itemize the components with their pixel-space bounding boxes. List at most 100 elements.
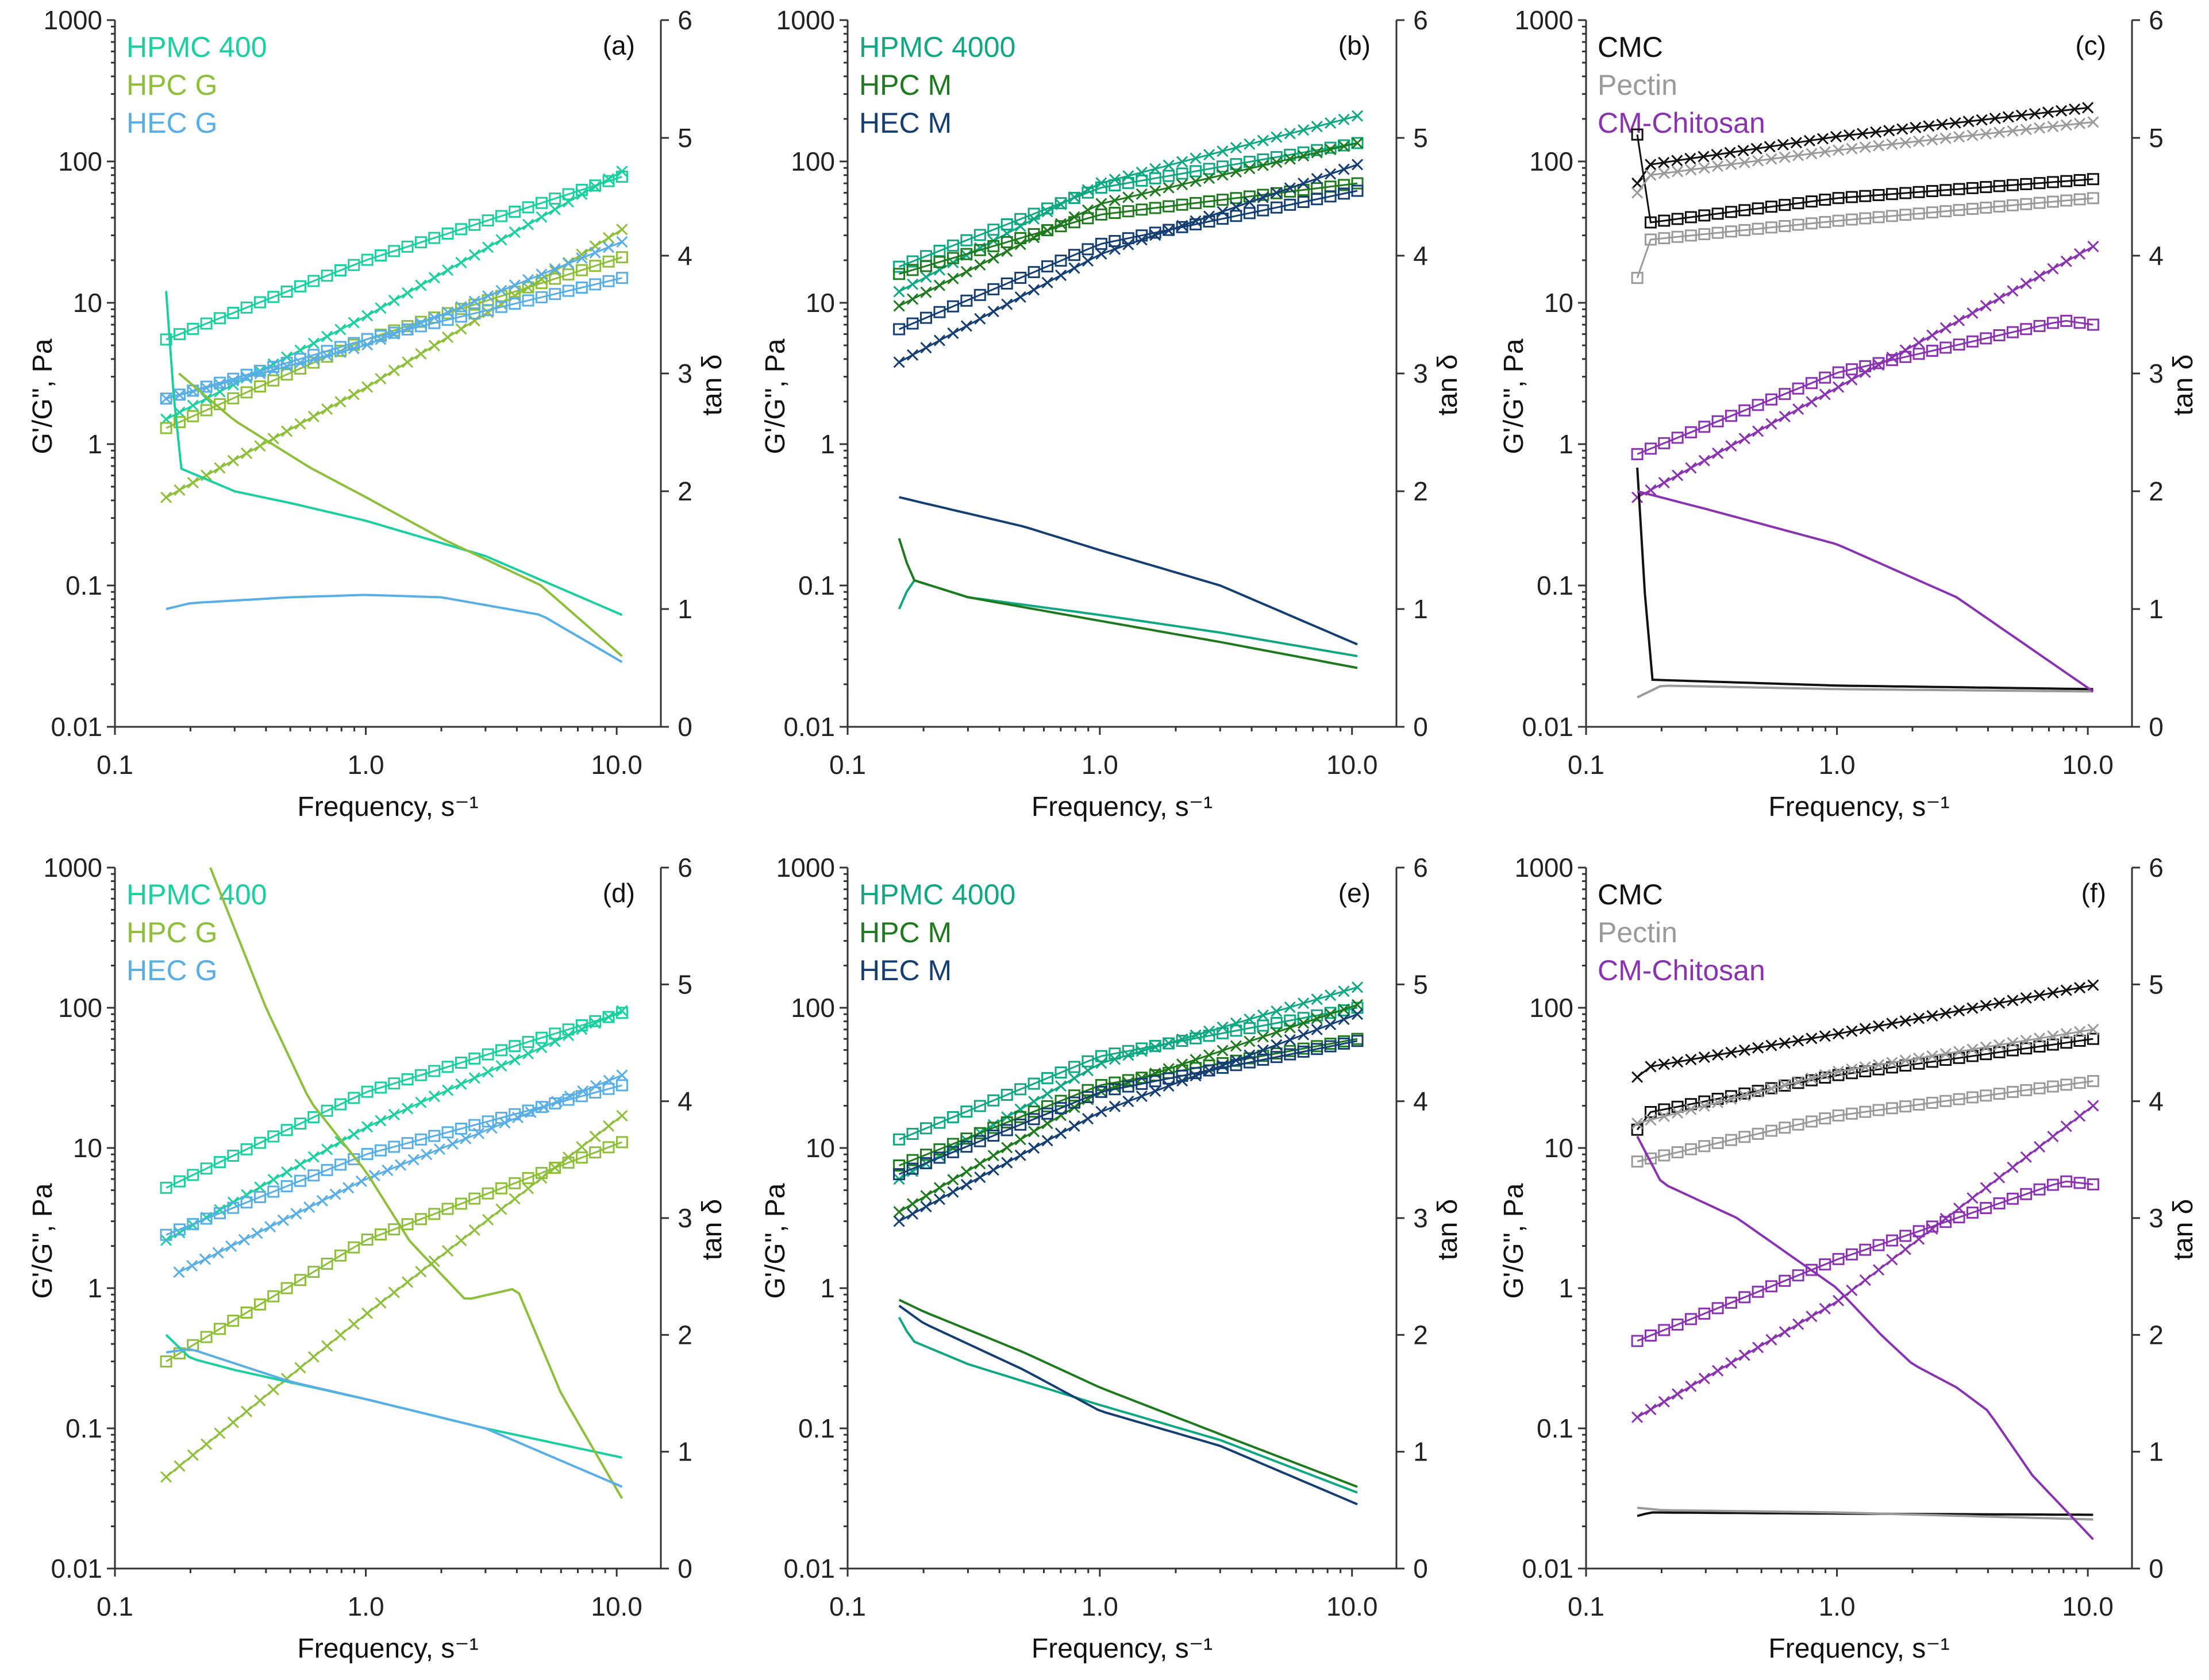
data-point-x (1217, 1021, 1229, 1033)
data-point-square (1899, 1100, 1912, 1113)
data-point-x (2073, 1026, 2086, 1038)
data-point-x (920, 1190, 932, 1202)
data-point-x (1684, 152, 1696, 165)
series-hpc-m-loss-modulus (893, 999, 1364, 1218)
data-point-x (1685, 1054, 1697, 1066)
data-point-square (1899, 350, 1912, 363)
data-point-x (1712, 160, 1724, 172)
modulus-line (898, 115, 1358, 292)
data-point-square (2020, 178, 2033, 190)
data-point-x (1806, 396, 1818, 408)
data-point-x (227, 1416, 239, 1428)
tan-delta-line (165, 291, 623, 616)
series-hpc-g-loss-modulus (160, 1109, 628, 1483)
data-point-x (1311, 1023, 1323, 1036)
data-point-square (1684, 1143, 1697, 1155)
data-point-x (460, 1132, 472, 1145)
data-point-square (280, 286, 293, 298)
data-point-x (1779, 1326, 1791, 1338)
data-point-square (1792, 1269, 1804, 1282)
data-point-x (577, 1085, 589, 1097)
data-point-x (329, 1188, 341, 1200)
data-point-square (2006, 326, 2019, 338)
data-point-x (509, 1193, 521, 1205)
series-hec-m-loss-modulus (893, 1008, 1364, 1227)
y-tick-label: 0.1 (798, 1413, 835, 1443)
data-point-x (1926, 1223, 1938, 1235)
y2-tick-label: 2 (678, 1320, 692, 1350)
data-point-square (160, 1355, 172, 1368)
data-point-x (1819, 146, 1831, 158)
y2-tick-label: 3 (678, 359, 692, 388)
data-point-square (468, 1192, 481, 1205)
data-point-square (455, 310, 467, 323)
data-point-square (253, 1190, 266, 1203)
data-point-x (1725, 1093, 1737, 1105)
data-point-x (1873, 140, 1885, 152)
data-point-x (536, 268, 548, 280)
series-hpmc-4000-storage-modulus (893, 1001, 1364, 1146)
data-point-square (482, 304, 494, 317)
data-point-x (1711, 149, 1723, 161)
data-point-x (468, 315, 480, 327)
data-point-x (1176, 1058, 1188, 1070)
data-point-square (173, 1175, 186, 1188)
y2-tick-label: 6 (678, 5, 692, 35)
data-point-x (1859, 1023, 1871, 1035)
data-point-x (1886, 1057, 1898, 1069)
data-point-x (1149, 185, 1161, 197)
data-point-square (1041, 224, 1054, 237)
data-point-square (1068, 249, 1080, 261)
data-point-square (1939, 184, 1952, 196)
data-point-square (1041, 1100, 1054, 1112)
data-point-x (509, 226, 521, 238)
data-point-square (1872, 357, 1885, 369)
data-point-square (374, 1228, 387, 1241)
data-point-square (240, 301, 253, 314)
y2-axis-title: tan δ (1433, 1199, 1463, 1261)
series-hec-m-storage-modulus (893, 184, 1364, 336)
data-point-square (2046, 1038, 2059, 1051)
data-point-square (1993, 200, 2006, 213)
data-point-square (227, 1149, 240, 1162)
data-point-x (267, 364, 279, 376)
data-point-square (933, 1143, 946, 1155)
y2-tick-label: 0 (2149, 1554, 2164, 1583)
data-point-square (1338, 1037, 1350, 1050)
data-point-x (1792, 403, 1804, 415)
legend-entry: CMC (1598, 31, 1663, 63)
data-point-x (1351, 1008, 1364, 1020)
y2-tick-label: 0 (2149, 712, 2164, 742)
data-point-square (227, 1315, 240, 1327)
data-point-x (1752, 1086, 1764, 1098)
data-point-x (2042, 106, 2054, 118)
data-point-x (201, 1438, 213, 1450)
data-point-x (1230, 165, 1242, 178)
data-point-x (375, 1115, 387, 1127)
data-point-square (906, 255, 919, 268)
data-point-square (575, 282, 588, 294)
y-tick-label: 1 (1558, 429, 1573, 459)
legend-entry: CM-Chitosan (1598, 107, 1765, 139)
series-hpmc-400-storage-modulus (160, 171, 628, 346)
data-point-square (1014, 213, 1027, 225)
data-point-square (361, 1147, 374, 1160)
y-tick-label: 1 (87, 1273, 102, 1303)
data-point-square (1082, 243, 1094, 256)
data-point-square (2073, 193, 2086, 206)
series-cm-chitosan-loss-modulus (1631, 1100, 2099, 1423)
y-tick-label: 1000 (44, 5, 102, 35)
data-point-square (1000, 277, 1013, 290)
y-tick-label: 1000 (1515, 5, 1573, 35)
data-point-x (1257, 191, 1269, 203)
data-point-x (2060, 984, 2072, 996)
panel-label: (c) (2075, 30, 2106, 60)
modulus-line (898, 164, 1358, 363)
data-point-x (1923, 120, 1935, 132)
data-point-x (893, 1215, 905, 1227)
panel-label: (a) (603, 30, 635, 60)
data-point-x (186, 1259, 198, 1271)
data-point-square (1765, 1124, 1777, 1137)
data-point-square (2060, 314, 2073, 327)
data-point-square (1912, 348, 1925, 360)
